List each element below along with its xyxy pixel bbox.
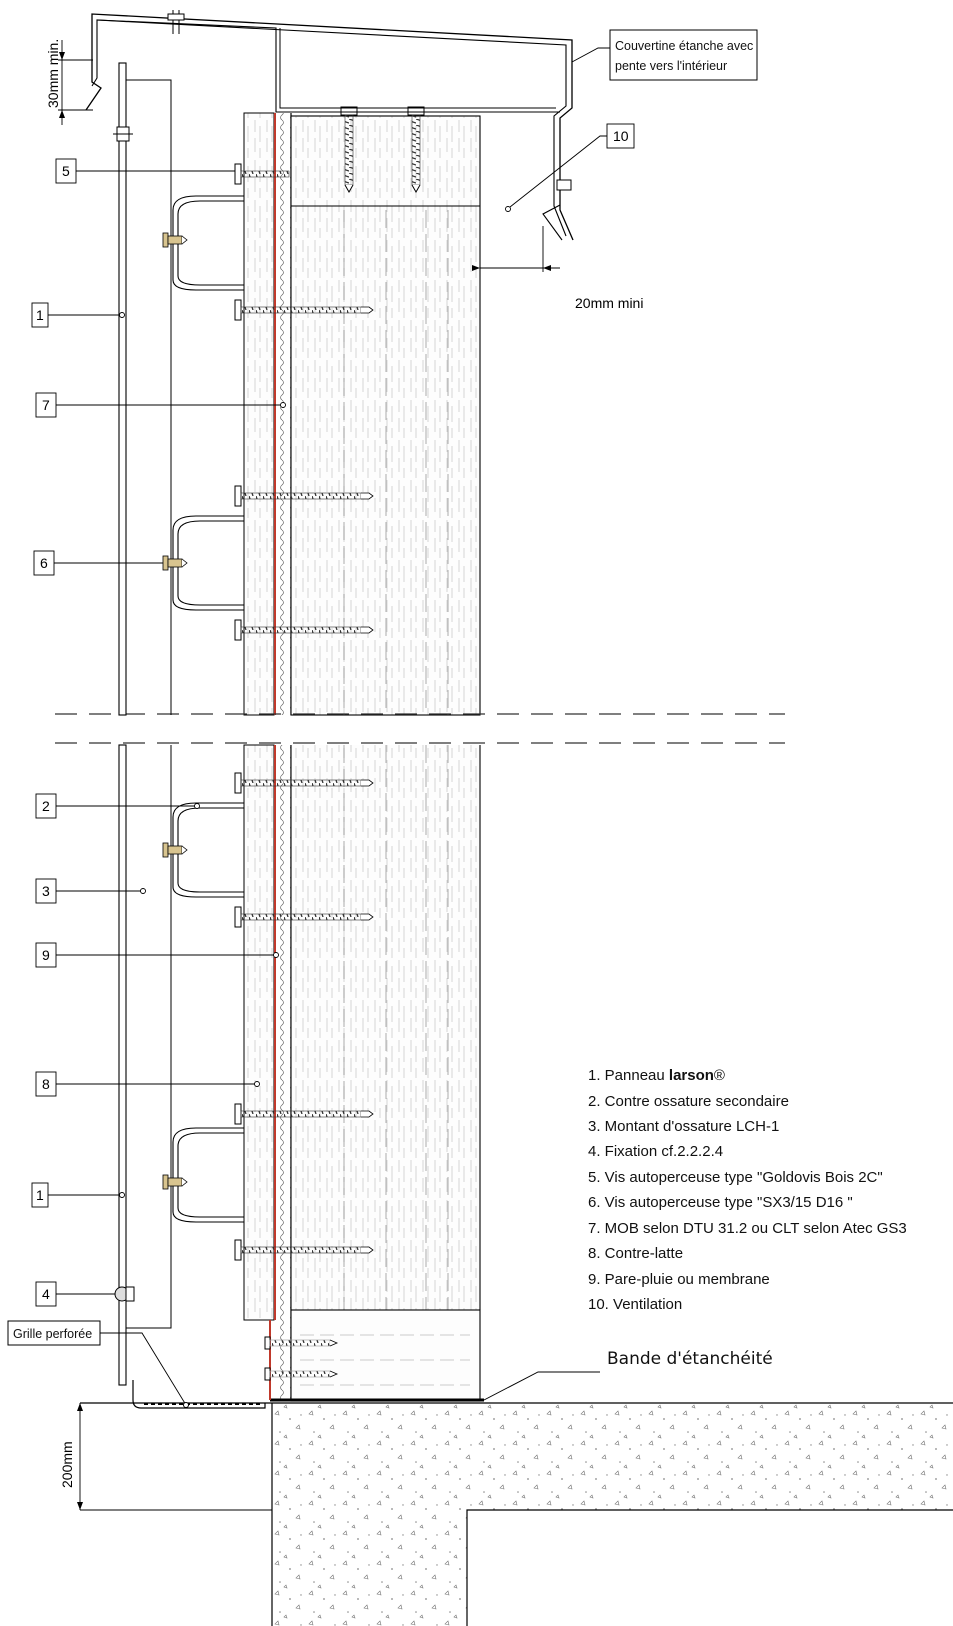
- legend-item-6: 6. Vis autoperceuse type "SX3/15 D16 ": [588, 1194, 853, 1211]
- callout-3: 3: [42, 883, 50, 899]
- dim-30mm: 30mm min.: [45, 39, 61, 108]
- note-bande: Bande d'étanchéité: [607, 1349, 773, 1369]
- callouts: 10 5 1 7 6 2 3 9 8 1: [31, 123, 635, 1307]
- omega-profiles: [172, 195, 244, 1223]
- callout-9: 9: [42, 947, 50, 963]
- notes: Couvertine étanche avec pente vers l'int…: [7, 29, 773, 1408]
- legend: 1. Panneau larson® 2. Contre ossature se…: [588, 1067, 907, 1313]
- note-cover-line2: pente vers l'intérieur: [615, 59, 727, 73]
- legend-item-1: 1. Panneau larson®: [588, 1067, 725, 1084]
- callout-2: 2: [42, 798, 50, 814]
- legend-item-10: 10. Ventilation: [588, 1296, 682, 1313]
- note-grille: Grille perforée: [13, 1327, 92, 1341]
- montant-lch1: [126, 79, 172, 1329]
- legend-item-7: 7. MOB selon DTU 31.2 ou CLT selon Atec …: [588, 1220, 907, 1237]
- wall-upper: [243, 112, 481, 716]
- wall-lower: [243, 744, 484, 1402]
- callout-5: 5: [62, 163, 70, 179]
- callout-8: 8: [42, 1076, 50, 1092]
- legend-item-4: 4. Fixation cf.2.2.2.4: [588, 1143, 723, 1160]
- callout-1-upper: 1: [36, 307, 44, 323]
- legend-item-5: 5. Vis autoperceuse type "Goldovis Bois …: [588, 1169, 883, 1186]
- concrete-foundation: [80, 1402, 953, 1626]
- coping: [85, 10, 574, 241]
- callout-7: 7: [42, 397, 50, 413]
- callout-6: 6: [40, 555, 48, 571]
- legend-item-9: 9. Pare-pluie ou membrane: [588, 1271, 770, 1288]
- dim-20mm: 20mm mini: [575, 295, 643, 311]
- goldovis-screws: [234, 163, 374, 1381]
- note-cover-line1: Couvertine étanche avec: [615, 39, 753, 53]
- legend-item-2: 2. Contre ossature secondaire: [588, 1093, 789, 1110]
- callout-4: 4: [42, 1286, 50, 1302]
- legend-item-3: 3. Montant d'ossature LCH-1: [588, 1118, 779, 1135]
- break-lines: [55, 713, 785, 744]
- legend-item-8: 8. Contre-latte: [588, 1245, 683, 1262]
- dimensions: 30mm min. 20mm mini 200mm: [45, 39, 643, 1511]
- callout-10: 10: [613, 128, 629, 144]
- callout-1-lower: 1: [36, 1187, 44, 1203]
- fixation-4: [114, 1286, 135, 1302]
- dim-200mm: 200mm: [59, 1441, 75, 1488]
- sx3-screws: [162, 232, 188, 1190]
- larson-panel: [118, 62, 266, 1409]
- top-coping-screws: [340, 106, 425, 194]
